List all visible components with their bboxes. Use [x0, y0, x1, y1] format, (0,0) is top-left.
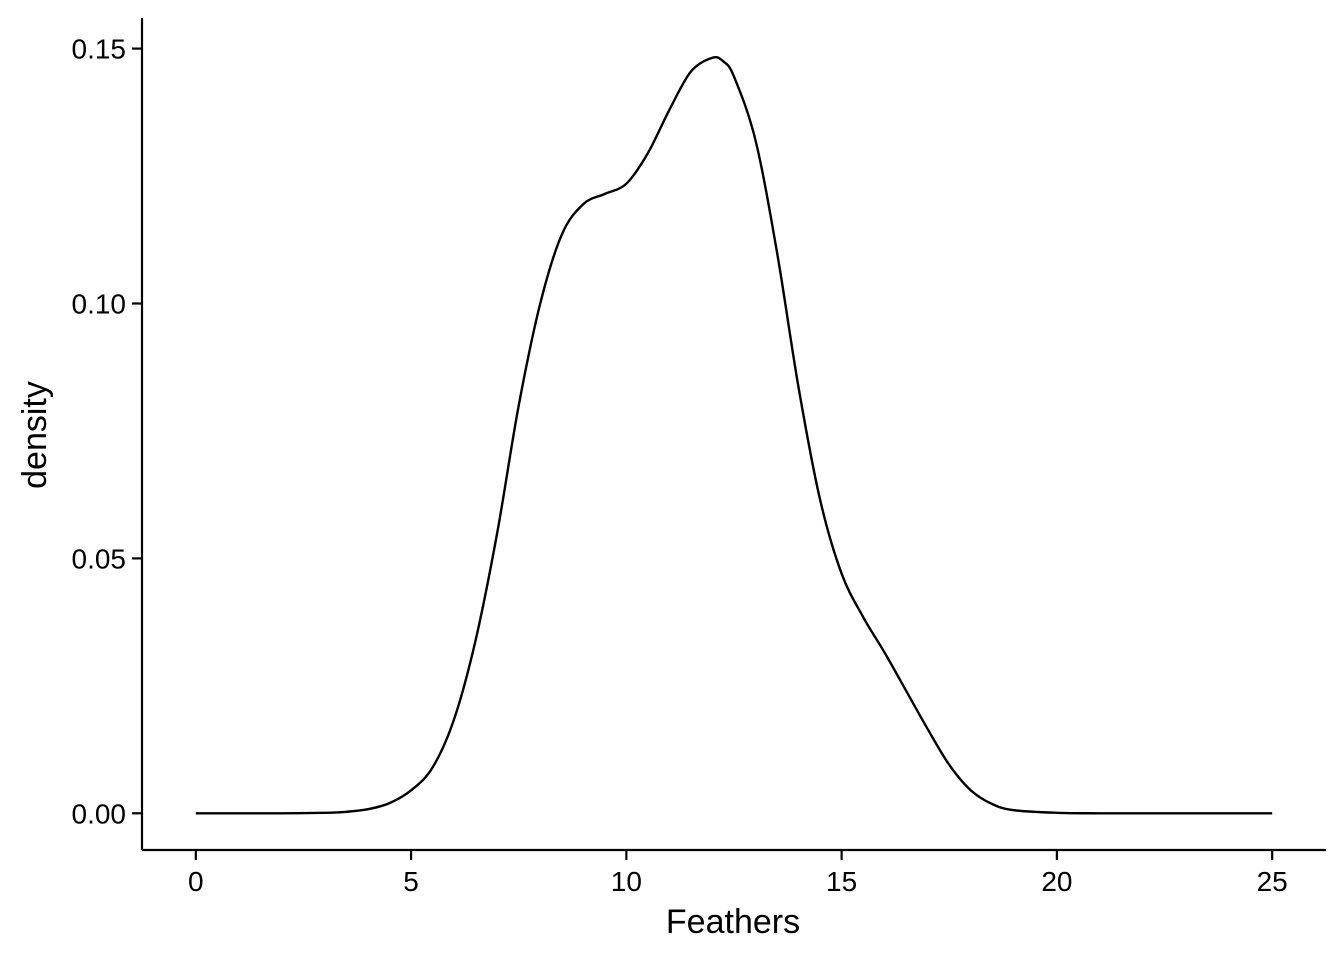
x-tick-label: 15	[826, 866, 857, 897]
y-tick-label: 0.00	[72, 798, 127, 829]
axes: 0 5 10 15 20 25 0.00 0.05 0.10 0.15	[72, 18, 1326, 897]
y-tick-label: 0.15	[72, 34, 127, 65]
density-line-series-0	[195, 55, 1273, 815]
x-tick-label: 0	[188, 866, 204, 897]
x-tick-label: 10	[611, 866, 642, 897]
y-axis-title: density	[16, 381, 54, 489]
y-tick-label: 0.10	[72, 288, 127, 319]
x-tick-label: 5	[403, 866, 419, 897]
y-tick-label: 0.05	[72, 543, 127, 574]
x-tick-label: 25	[1257, 866, 1288, 897]
x-axis-title: Feathers	[666, 903, 800, 941]
x-tick-label: 20	[1041, 866, 1072, 897]
plot-area	[195, 55, 1273, 815]
